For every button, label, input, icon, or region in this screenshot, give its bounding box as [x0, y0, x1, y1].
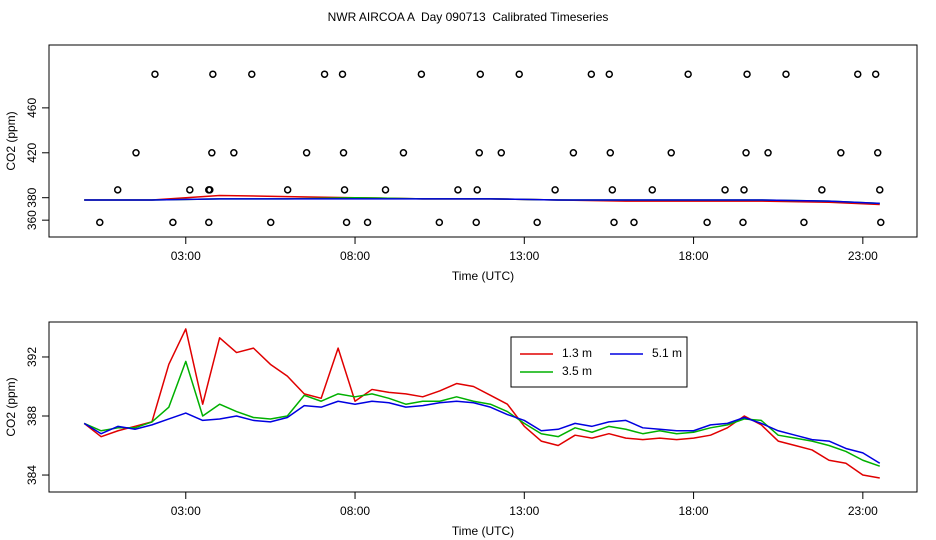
- marker: [399, 149, 408, 157]
- marker: [338, 70, 347, 78]
- marker: [339, 149, 348, 157]
- marker: [283, 186, 292, 194]
- x-axis-label: Time (UTC): [452, 269, 514, 283]
- marker: [266, 218, 275, 227]
- marker: [764, 149, 772, 157]
- marker: [854, 70, 862, 78]
- marker: [818, 186, 826, 194]
- marker: [569, 149, 578, 157]
- legend-box: [510, 336, 688, 388]
- marker: [363, 218, 372, 227]
- x-tick-label: 23:00: [848, 504, 878, 518]
- marker: [739, 218, 747, 227]
- y-tick-label: 388: [25, 406, 39, 426]
- marker: [151, 70, 159, 78]
- marker: [132, 149, 140, 157]
- marker: [648, 186, 657, 194]
- y-axis-label: CO2 (ppm): [4, 111, 18, 170]
- legend-label: 1.3 m: [562, 346, 592, 360]
- marker: [515, 70, 523, 78]
- y-axis-label: CO2 (ppm): [4, 377, 18, 436]
- marker: [551, 186, 559, 194]
- marker: [473, 186, 481, 194]
- marker: [871, 70, 880, 78]
- y-tick-label: 392: [25, 347, 39, 367]
- x-tick-label: 03:00: [171, 249, 201, 263]
- x-tick-label: 23:00: [848, 249, 878, 263]
- marker: [209, 70, 217, 78]
- marker: [605, 70, 614, 78]
- marker: [684, 70, 692, 78]
- marker: [743, 70, 751, 78]
- marker: [186, 186, 194, 194]
- marker: [497, 149, 506, 157]
- marker: [608, 186, 617, 194]
- x-axis-label: Time (UTC): [452, 524, 514, 538]
- y-tick-label: 460: [25, 98, 39, 118]
- marker: [606, 149, 615, 157]
- marker: [96, 218, 104, 227]
- marker: [740, 186, 748, 194]
- page-title: NWR AIRCOA A Day 090713 Calibrated Times…: [328, 10, 609, 24]
- marker: [533, 218, 541, 227]
- marker: [454, 186, 462, 194]
- series-line: [83, 400, 881, 464]
- marker: [113, 186, 122, 194]
- marker: [205, 218, 213, 227]
- marker: [742, 149, 750, 157]
- marker: [230, 149, 238, 157]
- marker: [208, 149, 216, 157]
- x-tick-label: 08:00: [340, 249, 370, 263]
- marker: [800, 218, 808, 227]
- marker: [873, 149, 882, 157]
- legend-label: 3.5 m: [562, 364, 592, 378]
- marker: [782, 70, 790, 78]
- marker: [476, 70, 485, 78]
- marker: [587, 70, 596, 78]
- legend-label: 5.1 m: [652, 346, 682, 360]
- marker: [877, 218, 885, 227]
- marker: [302, 149, 311, 157]
- plot-frame: [48, 321, 918, 493]
- marker: [472, 218, 480, 227]
- marker: [435, 218, 444, 227]
- marker: [721, 186, 729, 194]
- x-tick-label: 08:00: [340, 504, 370, 518]
- y-tick-label: 380: [25, 187, 39, 207]
- marker: [342, 218, 351, 227]
- plot-frame: [48, 44, 918, 238]
- x-tick-label: 18:00: [679, 249, 709, 263]
- marker: [667, 149, 675, 157]
- marker: [475, 149, 484, 157]
- marker: [630, 218, 638, 227]
- marker: [169, 218, 177, 227]
- marker: [703, 218, 711, 227]
- marker: [381, 186, 390, 194]
- y-tick-label: 420: [25, 142, 39, 162]
- marker: [837, 149, 845, 157]
- x-tick-label: 18:00: [679, 504, 709, 518]
- x-tick-label: 03:00: [171, 504, 201, 518]
- x-tick-label: 13:00: [509, 249, 539, 263]
- series-line: [84, 198, 880, 205]
- series-line: [83, 328, 880, 479]
- marker: [340, 186, 349, 194]
- marker: [417, 70, 426, 78]
- marker: [876, 186, 884, 194]
- marker: [206, 186, 214, 194]
- marker: [248, 70, 256, 78]
- marker: [320, 70, 329, 78]
- y-tick-label: 384: [25, 465, 39, 485]
- x-tick-label: 13:00: [509, 504, 539, 518]
- marker: [610, 218, 618, 227]
- y-tick-label: 360: [25, 210, 39, 230]
